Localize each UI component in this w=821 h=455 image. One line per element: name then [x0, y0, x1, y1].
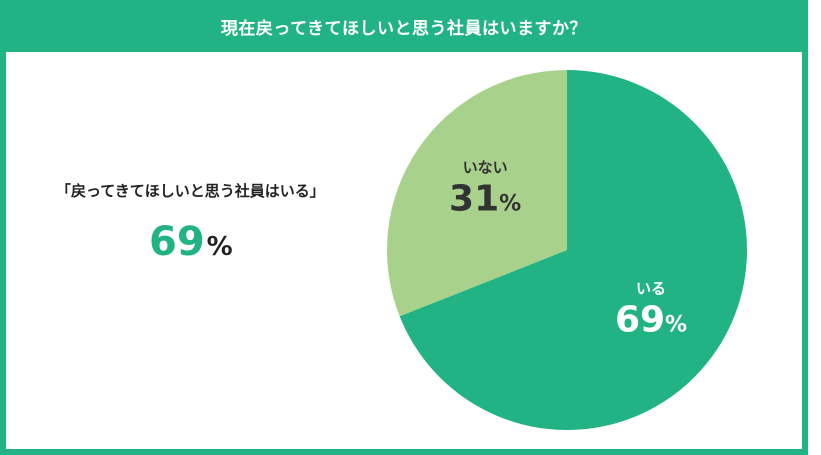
summary-percentage: 69% — [149, 222, 233, 262]
pie-slice-0 — [399, 70, 747, 430]
summary-value: 69 — [149, 219, 205, 265]
pie-slice-label-1: いない — [463, 158, 508, 176]
pie-slice-1 — [386, 70, 567, 317]
summary-unit: % — [206, 232, 233, 262]
summary-quote: 「戻ってきてほしいと思う社員はいる」 — [56, 182, 325, 200]
pie-slice-value-1: 31% — [449, 178, 521, 219]
pie-slice-value-0: 69% — [615, 300, 687, 341]
pie-slice-label-0: いる — [636, 280, 666, 298]
chart-title: 現在戻ってきてほしいと思う社員はいますか？ — [220, 18, 588, 39]
